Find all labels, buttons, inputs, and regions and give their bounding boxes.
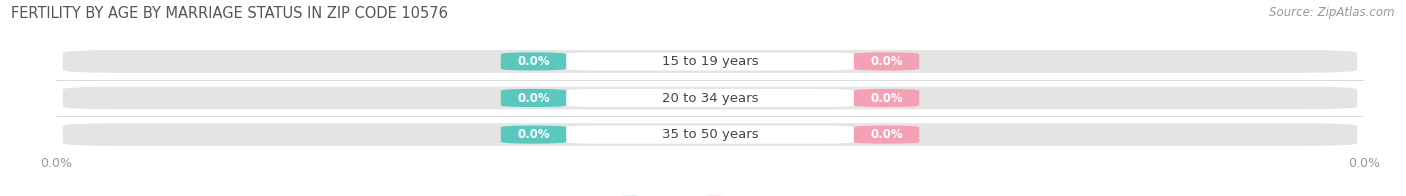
- Text: FERTILITY BY AGE BY MARRIAGE STATUS IN ZIP CODE 10576: FERTILITY BY AGE BY MARRIAGE STATUS IN Z…: [11, 6, 449, 21]
- Text: 20 to 34 years: 20 to 34 years: [662, 92, 758, 104]
- FancyBboxPatch shape: [853, 89, 920, 107]
- FancyBboxPatch shape: [63, 87, 1357, 109]
- Text: 0.0%: 0.0%: [870, 55, 903, 68]
- FancyBboxPatch shape: [853, 52, 920, 71]
- Text: 0.0%: 0.0%: [517, 128, 550, 141]
- FancyBboxPatch shape: [567, 52, 853, 71]
- FancyBboxPatch shape: [853, 125, 920, 144]
- Text: 0.0%: 0.0%: [870, 92, 903, 104]
- Legend: Married, Unmarried: Married, Unmarried: [617, 191, 803, 196]
- FancyBboxPatch shape: [63, 50, 1357, 73]
- Text: 35 to 50 years: 35 to 50 years: [662, 128, 758, 141]
- Text: 0.0%: 0.0%: [870, 128, 903, 141]
- FancyBboxPatch shape: [501, 89, 567, 107]
- Text: 0.0%: 0.0%: [517, 92, 550, 104]
- FancyBboxPatch shape: [501, 52, 567, 71]
- Text: Source: ZipAtlas.com: Source: ZipAtlas.com: [1270, 6, 1395, 19]
- FancyBboxPatch shape: [501, 125, 567, 144]
- Text: 15 to 19 years: 15 to 19 years: [662, 55, 758, 68]
- FancyBboxPatch shape: [63, 123, 1357, 146]
- Text: 0.0%: 0.0%: [517, 55, 550, 68]
- FancyBboxPatch shape: [567, 125, 853, 144]
- FancyBboxPatch shape: [567, 89, 853, 107]
